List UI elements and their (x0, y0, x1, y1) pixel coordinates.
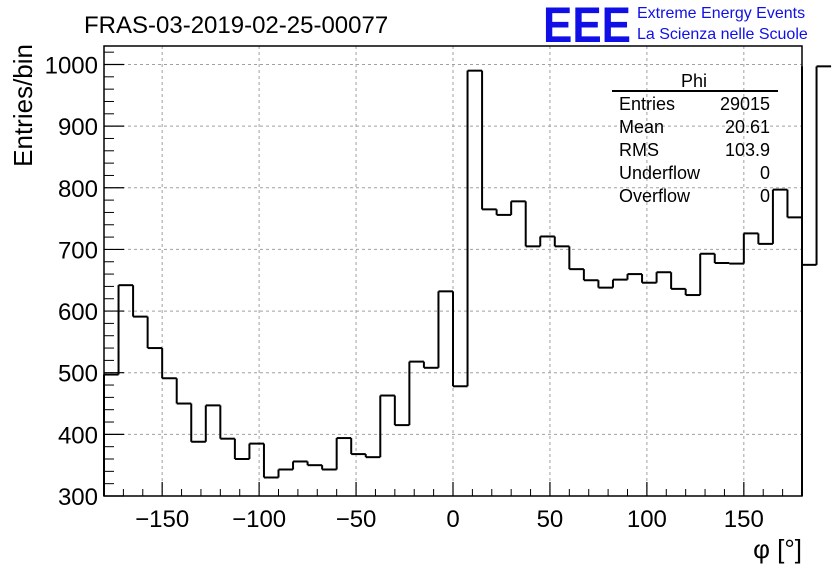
y-axis-label: Entries/bin (8, 44, 38, 167)
axis-ticks (103, 51, 803, 497)
tick-labels: −150 −100 −50 0 50 100 150 300 400 500 600 700 800 90… (45, 52, 764, 533)
stats-box: Phi Entries 29015 Mean 20.61 RMS 103.9 U… (612, 71, 778, 206)
stats-value-underflow: 0 (760, 163, 770, 183)
y-tick-label: 800 (58, 176, 98, 203)
y-tick-label: 600 (58, 299, 98, 326)
x-tick-label: 100 (627, 506, 667, 533)
grid-lines (104, 46, 802, 497)
x-tick-label: −50 (336, 506, 377, 533)
y-tick-label: 900 (58, 114, 98, 141)
stats-value-entries: 29015 (720, 94, 770, 114)
y-tick-label: 300 (58, 484, 98, 511)
y-tick-label: 400 (58, 422, 98, 449)
y-tick-label: 1000 (45, 52, 98, 79)
stats-value-mean: 20.61 (725, 117, 770, 137)
x-tick-label: 150 (724, 506, 764, 533)
histogram-series (103, 65, 832, 496)
stats-label-overflow: Overflow (619, 186, 691, 206)
x-tick-label: −150 (135, 506, 189, 533)
stats-title: Phi (681, 71, 707, 91)
stats-label-mean: Mean (619, 117, 664, 137)
x-tick-label: 0 (446, 506, 459, 533)
x-tick-label: 50 (537, 506, 564, 533)
stats-label-entries: Entries (619, 94, 675, 114)
x-axis-label: φ [°] (753, 534, 802, 564)
eee-logo-mark: EEE (543, 0, 631, 53)
x-tick-label: −100 (232, 506, 286, 533)
stats-label-rms: RMS (619, 140, 659, 160)
eee-logo-line1: Extreme Energy Events (637, 5, 805, 22)
y-tick-label: 500 (58, 361, 98, 388)
stats-value-overflow: 0 (760, 186, 770, 206)
stats-value-rms: 103.9 (725, 140, 770, 160)
stats-rows: Entries 29015 Mean 20.61 RMS 103.9 Under… (619, 94, 770, 206)
y-tick-label: 700 (58, 237, 98, 264)
stats-label-underflow: Underflow (619, 163, 701, 183)
eee-logo: EEE Extreme Energy Events La Scienza nel… (543, 0, 808, 53)
eee-logo-line2: La Scienza nelle Scuole (637, 26, 808, 43)
chart-title: FRAS-03-2019-02-25-00077 (84, 12, 388, 39)
